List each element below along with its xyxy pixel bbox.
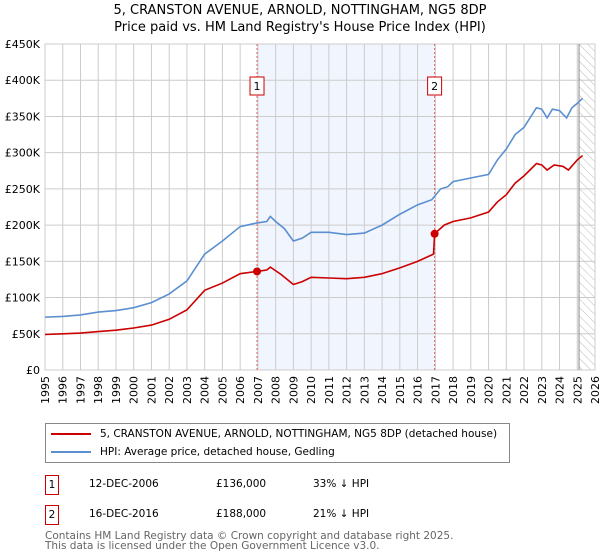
legend-item-property: 5, CRANSTON AVENUE, ARNOLD, NOTTINGHAM, …: [51, 426, 497, 442]
legend-label: 5, CRANSTON AVENUE, ARNOLD, NOTTINGHAM, …: [100, 428, 498, 440]
x-tick-label: 1998: [92, 376, 105, 404]
x-tick-label: 2022: [518, 376, 531, 404]
y-tick-label: £450K: [5, 38, 41, 51]
x-tick-label: 2012: [341, 376, 354, 404]
x-tick-label: 2014: [376, 376, 389, 404]
x-tick-label: 2025: [571, 376, 584, 404]
x-tick-label: 2021: [500, 376, 513, 404]
x-tick-label: 2019: [465, 376, 478, 404]
forecast-hatch: [579, 44, 595, 370]
x-tick-label: 2018: [447, 376, 460, 404]
footer: Contains HM Land Registry data © Crown c…: [45, 530, 454, 552]
footer-copyright: Contains HM Land Registry data © Crown c…: [45, 530, 454, 542]
x-tick-label: 2006: [234, 376, 247, 404]
y-tick-label: £150K: [5, 255, 41, 268]
legend-swatch-red: [51, 433, 91, 435]
y-tick-label: £300K: [5, 147, 41, 160]
y-tick-label: £350K: [5, 110, 41, 123]
x-tick-label: 2015: [394, 376, 407, 404]
x-tick-label: 2009: [287, 376, 300, 404]
x-tick-label: 2002: [163, 376, 176, 404]
x-tick-label: 2003: [181, 376, 194, 404]
x-tick-label: 1999: [110, 376, 123, 404]
x-tick-label: 2008: [270, 376, 283, 404]
x-tick-label: 2023: [536, 376, 549, 404]
chart-title: 5, CRANSTON AVENUE, ARNOLD, NOTTINGHAM, …: [113, 3, 487, 18]
x-tick-label: 2000: [128, 376, 141, 404]
y-tick-label: £400K: [5, 74, 41, 87]
sale-marker-label: 1: [254, 80, 261, 93]
series-line: [44, 97, 584, 318]
sale-point: [430, 229, 439, 238]
transaction-price: £188,000: [216, 508, 267, 520]
y-tick-label: £250K: [5, 183, 41, 196]
y-tick-label: £200K: [5, 219, 41, 232]
y-tick-label: £50K: [12, 328, 41, 341]
x-tick-label: 1997: [74, 376, 87, 404]
x-tick-label: 1995: [39, 376, 52, 404]
x-tick-label: 2004: [199, 376, 212, 404]
price-chart: 1995 1996 1997 1998 1999 2000 2001 2002 2003 2004…: [5, 38, 600, 404]
transaction-hpi-diff: 33% ↓ HPI: [313, 478, 370, 490]
y-tick-label: £0: [26, 364, 40, 377]
sale-period-shading: [257, 44, 435, 370]
transaction-price: £136,000: [216, 478, 267, 490]
transaction-date: 16-DEC-2016: [89, 508, 159, 520]
x-tick-label: 2026: [589, 376, 600, 404]
sale-marker-box: [427, 76, 443, 96]
sale-point: [253, 267, 262, 276]
chart-subtitle: Price paid vs. HM Land Registry's House …: [114, 20, 486, 35]
series-line: [44, 154, 584, 336]
legend: 5, CRANSTON AVENUE, ARNOLD, NOTTINGHAM, …: [45, 423, 510, 463]
sale-marker-label: 2: [431, 80, 438, 93]
plot-border: [44, 43, 596, 371]
x-tick-label: 2011: [323, 376, 336, 404]
x-tick-label: 2013: [358, 376, 371, 404]
footer-licence: This data is licensed under the Open Gov…: [45, 540, 380, 552]
legend-label: HPI: Average price, detached house, Gedl…: [100, 446, 335, 458]
x-tick-label: 2020: [483, 376, 496, 404]
x-tick-label: 2001: [145, 376, 158, 404]
x-tick-label: 2024: [554, 376, 567, 404]
legend-item-hpi: HPI: Average price, detached house, Gedl…: [51, 444, 335, 460]
transaction-hpi-diff: 21% ↓ HPI: [313, 508, 370, 520]
x-tick-label: 2005: [216, 376, 229, 404]
sale-marker-box: [249, 76, 265, 96]
transaction-badge: 2: [45, 505, 59, 525]
x-tick-label: 2010: [305, 376, 318, 404]
x-tick-label: 2016: [412, 376, 425, 404]
transaction-badge: 1: [45, 475, 59, 495]
x-tick-label: 1996: [57, 376, 70, 404]
y-tick-label: £100K: [5, 292, 41, 305]
x-tick-label: 2017: [429, 376, 442, 404]
x-tick-label: 2007: [252, 376, 265, 404]
transaction-date: 12-DEC-2006: [89, 478, 159, 490]
legend-swatch-blue: [51, 451, 91, 453]
